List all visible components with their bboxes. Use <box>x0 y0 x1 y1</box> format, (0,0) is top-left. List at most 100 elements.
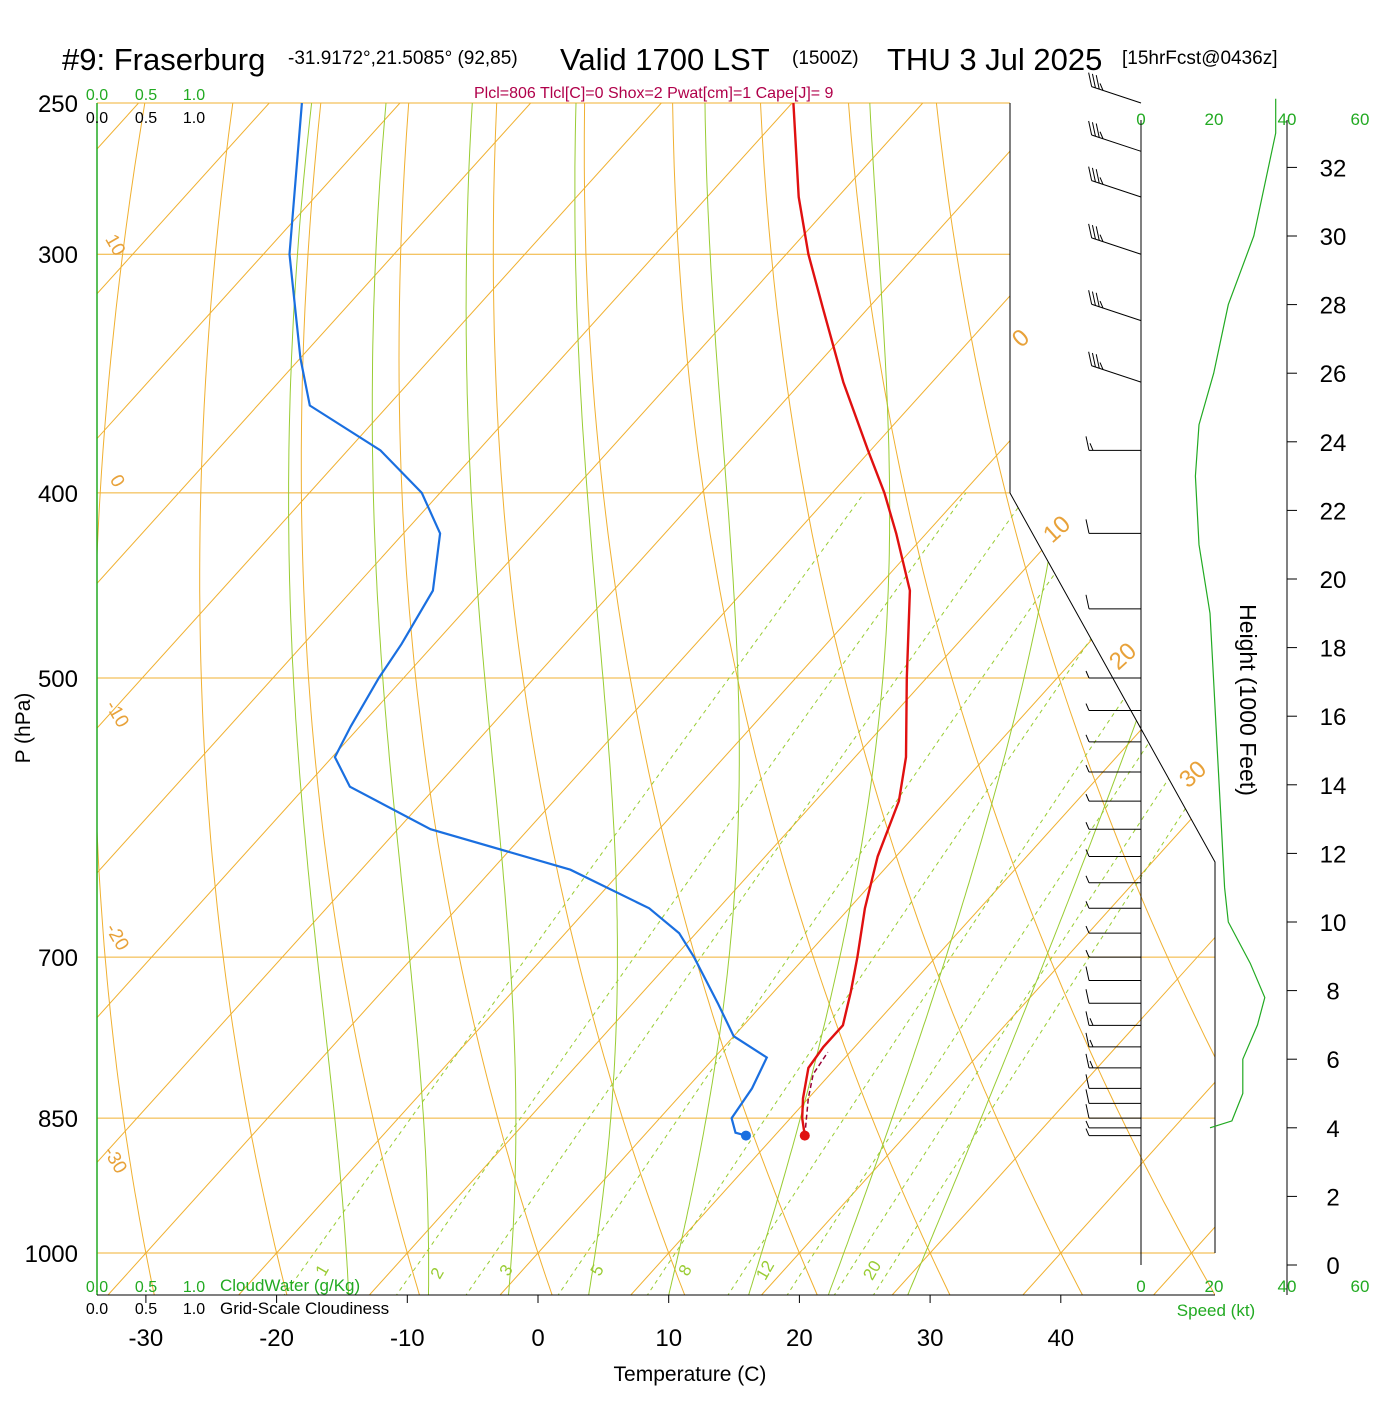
cloudwater-tick-bottom: 0.0 <box>86 1279 108 1296</box>
mixing-ratio-label: 5 <box>587 1261 608 1279</box>
wind-barb <box>1085 849 1141 857</box>
isotherm-lines <box>97 103 1215 1295</box>
cloudiness-label: Grid-Scale Cloudiness <box>220 1299 389 1318</box>
wind-barb-half <box>1085 793 1090 802</box>
height-tick-label: 0 <box>1326 1253 1339 1280</box>
wind-barb <box>1085 989 1141 1004</box>
wind-barb-half <box>1085 849 1090 857</box>
x-tick-label: 20 <box>786 1325 813 1352</box>
dry-adiabat-lines <box>97 69 1400 1317</box>
cloudwater-label: CloudWater (g/Kg) <box>220 1276 360 1295</box>
moist-adiabat <box>465 103 517 1295</box>
parcel-path <box>804 1051 829 1136</box>
isotherm-label: 20 <box>1104 637 1142 675</box>
mixing-ratio-label: 2 <box>427 1264 448 1282</box>
wind-barb <box>1088 290 1142 322</box>
height-tick-label: 26 <box>1320 361 1347 388</box>
height-tick-label: 20 <box>1320 567 1347 594</box>
dry-adiabat <box>1193 103 1215 1295</box>
cloudiness-tick-bottom: 0.0 <box>86 1301 108 1318</box>
wind-barb <box>1085 1053 1141 1069</box>
wind-speed-profile <box>1194 98 1277 1129</box>
cloudiness-tick-top: 0.0 <box>86 110 108 127</box>
speed-tick-top: 0 <box>1136 110 1145 129</box>
wind-speed-line <box>1194 98 1277 1129</box>
wind-barb-full <box>1088 223 1093 238</box>
isotherm--30 <box>107 103 1185 1295</box>
x-tick-label: 40 <box>1047 1325 1074 1352</box>
wind-barb <box>1088 120 1142 152</box>
dewpoint-line <box>288 102 769 1137</box>
station-coords: -31.9172°,21.5085° (92,85) <box>288 48 518 69</box>
p-tick-label: 300 <box>38 242 78 269</box>
height-tick-label: 2 <box>1326 1184 1339 1211</box>
dry-adiabat <box>1281 69 1400 1317</box>
cloudwater-tick-bottom: 1.0 <box>183 1279 205 1296</box>
wind-barb <box>1085 925 1141 934</box>
speed-tick-bottom: 60 <box>1351 1277 1370 1296</box>
cloudwater-tick-top: 1.0 <box>183 87 205 104</box>
wind-barb <box>1085 1120 1141 1129</box>
height-tick-label: 22 <box>1320 498 1347 525</box>
wind-barb-half <box>1085 925 1090 934</box>
dry-adiabat <box>398 103 561 1295</box>
wind-barb-half <box>1085 875 1090 883</box>
isotherm-label: -30 <box>99 1143 131 1177</box>
speed-tick-bottom: 20 <box>1205 1277 1224 1296</box>
isotherm-label: 0 <box>105 471 128 491</box>
moist-adiabat <box>898 103 1215 1295</box>
wind-barb-full <box>1088 72 1093 87</box>
cloudiness-tick-bottom: 1.0 <box>183 1301 205 1318</box>
wind-barb-full <box>1085 1032 1090 1047</box>
wind-barb-full <box>1085 989 1090 1004</box>
valid-date: THU 3 Jul 2025 <box>887 42 1102 77</box>
wind-barb-half <box>1089 1018 1094 1026</box>
height-tick-label: 14 <box>1320 773 1347 800</box>
mixing-ratio-label: 12 <box>752 1257 778 1283</box>
wind-barb-full <box>1095 123 1100 138</box>
wind-barb-full <box>1088 290 1093 305</box>
isotherm-30 <box>891 103 1215 1295</box>
wind-barb <box>1085 1074 1141 1089</box>
wind-barb-full <box>1085 1011 1090 1026</box>
wind-barb <box>1085 875 1141 884</box>
isotherm-label: 30 <box>1174 755 1212 793</box>
wind-barb-full <box>1085 1104 1090 1119</box>
height-tick-label: 16 <box>1320 704 1347 731</box>
wind-barb-half <box>1089 1039 1094 1048</box>
wind-barb <box>1085 1032 1141 1048</box>
forecast-info: [15hrFcst@0436z] <box>1122 48 1278 69</box>
wind-barb-staff <box>1091 237 1142 255</box>
wind-barb-half <box>1085 949 1090 958</box>
x-axis-label: Temperature (C) <box>614 1363 767 1386</box>
surface-dewpoint-marker <box>740 1130 751 1141</box>
p-tick-label: 500 <box>38 666 78 693</box>
dry-adiabat <box>199 103 293 1295</box>
wind-barb <box>1085 966 1141 981</box>
moist-adiabat <box>288 103 351 1295</box>
cloudiness-tick-bottom: 0.5 <box>135 1301 157 1318</box>
height-tick-label: 6 <box>1326 1047 1339 1074</box>
wind-barb-staff <box>1091 180 1142 198</box>
wind-barb-full <box>1085 1074 1090 1089</box>
wind-barb-staff <box>1091 303 1142 322</box>
surface-temperature-marker <box>799 1130 810 1141</box>
wind-barb-half <box>1099 83 1104 91</box>
p-tick-label: 850 <box>38 1106 78 1133</box>
moist-adiabat <box>662 103 740 1295</box>
wind-barb-half <box>1099 362 1104 370</box>
isotherm-20 <box>761 103 1215 1295</box>
wind-barb <box>1085 901 1141 909</box>
wind-barb-half <box>1085 1120 1090 1129</box>
mixing-ratio-16 <box>772 492 1215 1295</box>
wind-barb-staff <box>1091 365 1142 383</box>
p-tick-label: 400 <box>38 481 78 508</box>
p-tick-label: 250 <box>38 91 78 118</box>
wind-barb-full <box>1088 120 1093 136</box>
mixing-ratio-label: 3 <box>496 1261 517 1279</box>
sounding-params: Plcl=806 Tlcl[C]=0 Shox=2 Pwat[cm]=1 Cap… <box>474 85 834 102</box>
speed-axis-label: Speed (kt) <box>1177 1301 1255 1320</box>
wind-barb <box>1088 166 1142 198</box>
